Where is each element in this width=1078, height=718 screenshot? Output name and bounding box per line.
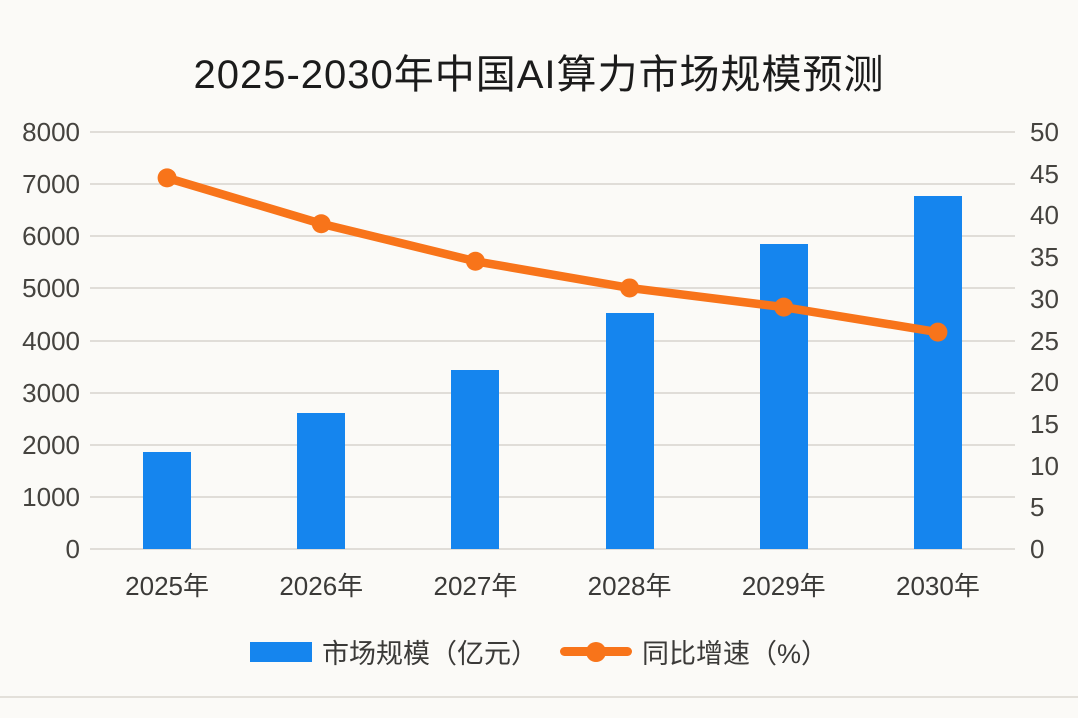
- y-axis-right-tick-label: 45: [1030, 158, 1059, 189]
- bar-2025年: [143, 451, 192, 549]
- gridline: [90, 131, 1015, 133]
- y-axis-right-tick-label: 15: [1030, 408, 1059, 439]
- bar-series-swatch-icon: [249, 641, 312, 662]
- bar-2028年: [605, 312, 654, 549]
- bar-2030年: [913, 196, 962, 549]
- bar-2027年: [451, 369, 500, 549]
- y-axis-right-tick-label: 50: [1030, 117, 1059, 147]
- y-axis-left-tick-label: 8000: [22, 117, 80, 147]
- growth-line: [162, 173, 943, 337]
- y-axis-left-tick-label: 1000: [22, 481, 80, 512]
- gridline: [90, 183, 1015, 186]
- gridline: [90, 548, 1015, 550]
- y-axis-right-tick-label: 25: [1030, 325, 1059, 356]
- legend-label-market-scale: 市场规模（亿元）: [321, 639, 538, 669]
- growth-point-2027年: [465, 251, 485, 271]
- legend: 市场规模（亿元） 同比增速（%）: [0, 632, 1078, 671]
- legend-label-growth: 同比增速（%）: [641, 639, 828, 669]
- x-axis-label-2025年: 2025年: [125, 571, 209, 601]
- y-axis-left-tick-label: 7000: [22, 169, 80, 200]
- x-axis-label-2029年: 2029年: [741, 571, 826, 601]
- bottom-divider: [0, 696, 1078, 698]
- x-axis-label-2026年: 2026年: [279, 571, 364, 601]
- gridline: [90, 287, 1015, 290]
- y-axis-right-tick-label: 20: [1030, 367, 1059, 398]
- y-axis-left-tick-label: 2000: [22, 429, 80, 460]
- x-axis-label-2028年: 2028年: [587, 571, 672, 601]
- y-axis-left-tick-label: 5000: [22, 273, 80, 304]
- y-axis-right-tick-label: 10: [1030, 450, 1059, 481]
- y-axis-left-tick-label: 4000: [22, 325, 80, 356]
- gridline: [90, 443, 1015, 446]
- legend-item-market-scale: 市场规模（亿元）: [249, 632, 538, 671]
- x-axis-label-2030年: 2030年: [895, 571, 980, 601]
- y-axis-right-tick-label: 40: [1030, 200, 1059, 231]
- gridline: [90, 391, 1015, 394]
- chart-title: 2025-2030年中国AI算力市场规模预测: [193, 53, 885, 97]
- y-axis-right-tick-label: 5: [1030, 492, 1045, 523]
- x-axis-label-2027年: 2027年: [433, 571, 518, 601]
- y-axis-left-tick-label: 0: [65, 534, 80, 564]
- y-axis-right-tick-label: 35: [1030, 242, 1059, 273]
- gridline: [90, 495, 1015, 498]
- legend-item-growth: 同比增速（%）: [559, 632, 828, 671]
- gridline: [90, 339, 1015, 342]
- y-axis-left-tick-label: 6000: [22, 221, 80, 252]
- y-axis-left-tick-label: 3000: [22, 377, 80, 408]
- line-series-swatch-icon: [559, 641, 632, 662]
- gridline: [90, 235, 1015, 238]
- bar-2026年: [297, 413, 346, 549]
- y-axis-right-tick-label: 0: [1030, 534, 1045, 564]
- growth-point-2026年: [311, 214, 331, 234]
- line-marker-dot-icon: [585, 641, 606, 662]
- y-axis-right-tick-label: 30: [1030, 283, 1059, 314]
- bar-2029年: [759, 244, 808, 549]
